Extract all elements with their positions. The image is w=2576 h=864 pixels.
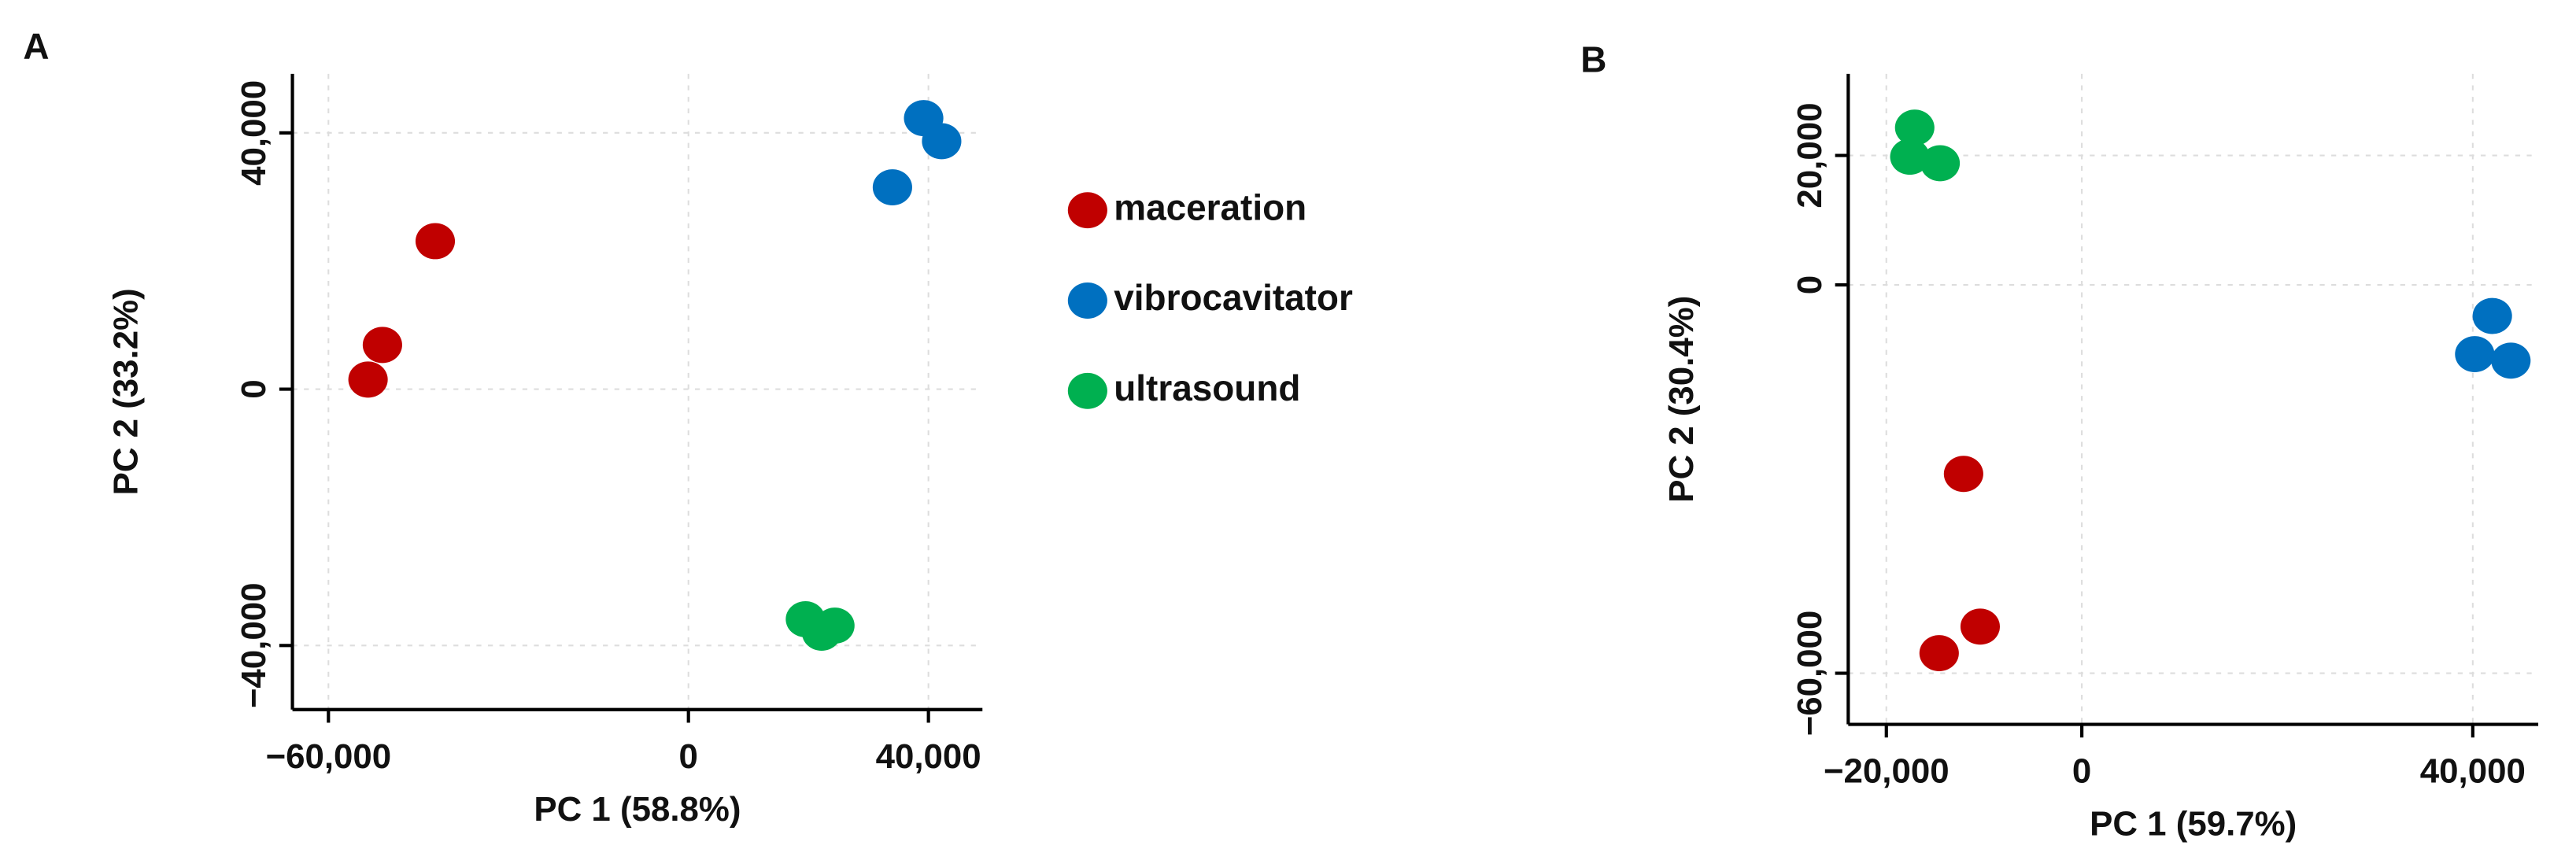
point [815,607,855,644]
point [362,327,402,364]
point [1960,608,2001,645]
x-tick-label: 0 [679,737,698,776]
figure: A −60,000 0 40,000 −40,000 0 40,000 PC 1 (58.8%… [23,26,2539,844]
x-axis-label: PC 1 (59.7%) [2090,805,2297,844]
x-tick-label: −60,000 [265,737,391,776]
point [1890,138,1930,175]
x-axis-label: PC 1 (58.8%) [534,790,741,829]
x-tick-label: 40,000 [2420,752,2526,791]
legend-label: maceration [1114,186,1306,227]
point [2455,336,2495,373]
y-tick-label: 20,000 [1791,103,1829,209]
point [1920,145,1961,182]
legend-marker [1067,282,1107,319]
y-axis-label: PC 2 (33.2%) [106,288,145,495]
panel-label: A [23,26,49,67]
point [348,361,388,398]
legend-label: vibrocavitator [1114,277,1353,318]
y-axis-label: PC 2 (30.4%) [1662,296,1701,503]
point [922,123,962,160]
point [1894,109,1935,146]
point [872,169,912,206]
point [415,223,456,260]
point [1919,635,1959,672]
legend-marker [1067,372,1107,409]
x-tick-label: 40,000 [876,737,981,776]
y-tick-label: 0 [235,379,273,398]
panel-label: B [1580,39,1606,79]
legend-marker [1067,192,1107,229]
y-tick-label: −40,000 [235,582,273,708]
point [1943,456,1983,493]
y-tick-label: 40,000 [235,80,273,186]
x-tick-label: 0 [2072,752,2091,791]
y-tick-label: 0 [1791,275,1829,294]
point [2491,342,2531,379]
point [2472,297,2512,334]
x-tick-label: −20,000 [1824,752,1950,791]
y-tick-label: −60,000 [1791,611,1829,737]
legend-label: ultrasound [1114,367,1300,408]
